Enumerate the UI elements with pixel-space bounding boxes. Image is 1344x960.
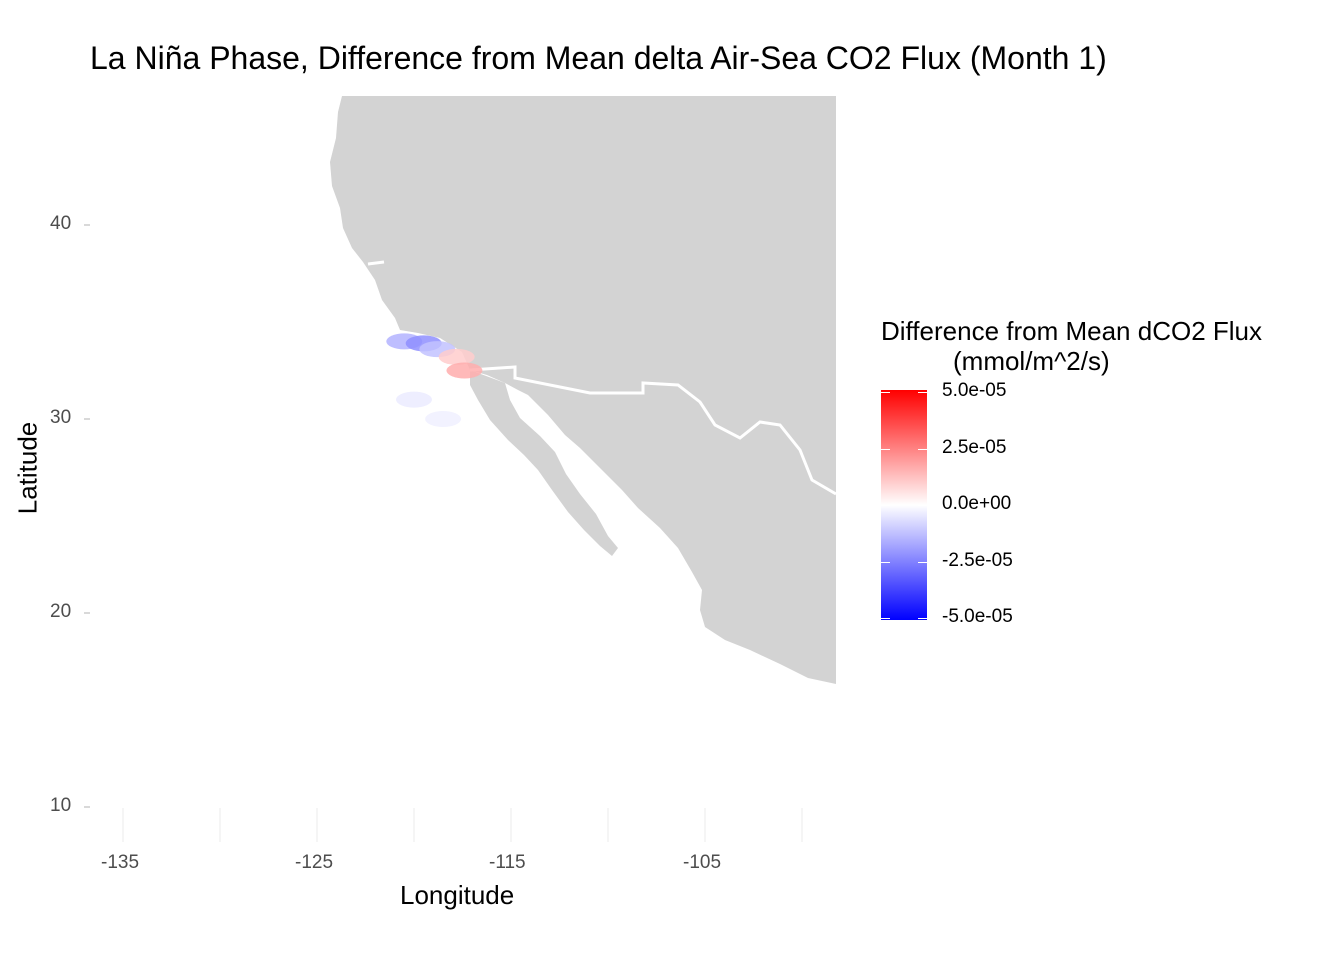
legend-label: 2.5e-05 <box>942 436 1007 458</box>
y-tick-label: 40 <box>50 213 72 234</box>
colorbar-tick <box>918 392 927 393</box>
y-tick-label: 10 <box>50 795 72 816</box>
y-axis-title: Latitude <box>12 421 43 515</box>
baja-peninsula <box>470 370 618 556</box>
gridlines <box>122 808 803 842</box>
chart-title: La Niña Phase, Difference from Mean delt… <box>90 40 1107 76</box>
flux-anomaly-cell <box>438 348 475 365</box>
colorbar-tick <box>881 448 890 450</box>
legend-title-line1: Difference from Mean dCO2 Flux <box>881 316 1262 346</box>
colorbar-tick <box>881 618 890 619</box>
gulf-of-california <box>515 392 650 530</box>
legend-title-line2: (mmol/m^2/s) <box>953 346 1110 376</box>
flux-anomaly-cell <box>446 362 483 379</box>
legend-label: -5.0e-05 <box>942 606 1013 627</box>
land-mass <box>330 96 836 684</box>
legend-title: Difference from Mean dCO2 Flux (mmol/m^2… <box>881 316 1262 376</box>
y-tick-label: 20 <box>50 601 72 622</box>
colorbar-tick <box>918 448 927 450</box>
x-tick-label: -125 <box>295 852 334 873</box>
us-mexico-border <box>469 365 837 496</box>
flux-anomaly-cell <box>425 411 462 427</box>
colorbar-tick <box>881 505 890 506</box>
colorbar-tick <box>918 505 927 506</box>
colorbar-tick <box>918 618 927 619</box>
y-tick-label: 30 <box>50 407 72 428</box>
legend-label: 5.0e-05 <box>942 380 1007 401</box>
channel-island <box>367 260 385 266</box>
flux-anomaly-layer <box>386 333 483 427</box>
x-axis-title: Longitude <box>400 880 515 910</box>
colorbar-tick <box>881 392 890 393</box>
colorbar-tick <box>918 561 927 563</box>
x-tick-label: -135 <box>101 852 140 873</box>
flux-anomaly-cell <box>396 391 432 408</box>
colorbar-tick <box>881 561 890 563</box>
x-tick-label: -115 <box>489 852 526 873</box>
legend-label: -2.5e-05 <box>942 549 1013 571</box>
axis-ticks <box>84 224 90 808</box>
legend-label: 0.0e+00 <box>942 493 1012 514</box>
x-tick-label: -105 <box>683 852 722 873</box>
